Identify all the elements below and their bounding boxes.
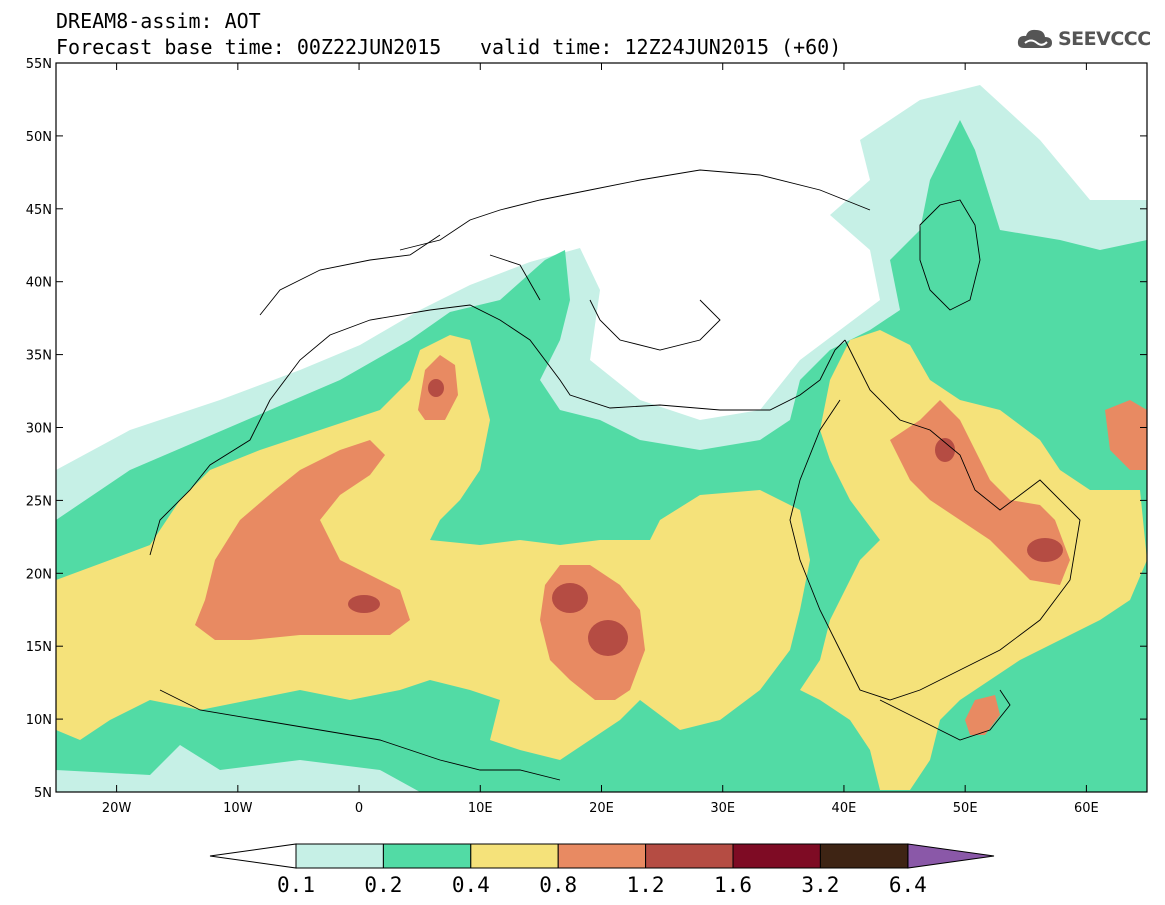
colorbar-swatch: [295, 843, 384, 869]
aot-contour-1-2-chad-s: [588, 620, 628, 656]
aot-contour-0-8-west: [195, 440, 410, 640]
lon-label: 60E: [1074, 801, 1099, 816]
forecast-base-time: Forecast base time: 00Z22JUN2015: [56, 35, 442, 59]
aot-contour-1-2-kuwait: [935, 438, 955, 462]
colorbar-swatch: [470, 843, 559, 869]
colorbar-high-extension: [907, 843, 995, 869]
lon-label: 20E: [589, 801, 614, 816]
lon-label: 30E: [710, 801, 735, 816]
lat-label: 20N: [26, 567, 52, 582]
colorbar-swatch: [732, 843, 821, 869]
logo-text: SEEVCCC: [1058, 28, 1151, 50]
longitude-axis: 20W 10W 0 10E 20E 30E 40E 50E 60E: [102, 63, 1099, 816]
aot-contour-0-8-iran: [1105, 400, 1147, 470]
colorbar-label: 0.4: [452, 873, 490, 897]
lat-label: 45N: [26, 203, 52, 218]
lat-label: 35N: [26, 349, 52, 364]
cloud-icon: [1017, 29, 1052, 48]
colorbar-low-extension: [209, 843, 297, 869]
title: DREAM8-assim: AOT: [56, 9, 261, 33]
lon-label: 0: [355, 801, 363, 816]
colorbar-label: 1.6: [714, 873, 752, 897]
lat-label: 5N: [34, 786, 52, 801]
aot-contour-0-4-mideast: [800, 330, 1147, 790]
coastlines: [149, 169, 1081, 781]
lat-label: 10N: [26, 713, 52, 728]
lon-label: 40E: [832, 801, 857, 816]
lat-label: 50N: [26, 130, 52, 145]
valid-time: valid time: 12Z24JUN2015 (+60): [480, 35, 842, 59]
colorbar-label: 6.4: [889, 873, 927, 897]
colorbar-label: 1.2: [627, 873, 665, 897]
aot-contour-0-8-horn: [965, 695, 1000, 735]
colorbar-label: 0.8: [539, 873, 577, 897]
colorbar-label: 0.1: [277, 873, 315, 897]
colorbar-swatch: [382, 843, 472, 869]
lon-label: 50E: [953, 801, 978, 816]
aot-contour-1-2-algeria: [428, 379, 444, 397]
aot-contour-0-8-gulf: [890, 400, 1070, 585]
colorbar-swatch: [645, 843, 734, 869]
colorbar-label: 0.2: [364, 873, 402, 897]
lon-label: 10W: [223, 801, 253, 816]
lat-label: 40N: [26, 276, 52, 291]
colorbar: 0.1 0.2 0.4 0.8 1.2 1.6 3.2 6.4: [209, 843, 995, 897]
lat-label: 55N: [26, 57, 52, 72]
aot-contour-1-2-chad-n: [552, 583, 588, 613]
seevccc-logo: SEEVCCC: [1016, 24, 1151, 54]
latitude-axis: 55N 50N 45N 40N 35N 30N 25N 20N 15N 10N 5N: [26, 57, 1147, 801]
colorbar-label: 3.2: [801, 873, 839, 897]
colorbar-swatch: [819, 843, 909, 869]
aot-contour-1-2-mali: [348, 595, 380, 613]
aot-contour-1-2-gulf: [1027, 538, 1063, 562]
lon-label: 10E: [468, 801, 493, 816]
lat-label: 25N: [26, 494, 52, 509]
colorbar-swatch: [557, 843, 647, 869]
lat-label: 30N: [26, 422, 52, 437]
lat-label: 15N: [26, 640, 52, 655]
lon-label: 20W: [102, 801, 132, 816]
